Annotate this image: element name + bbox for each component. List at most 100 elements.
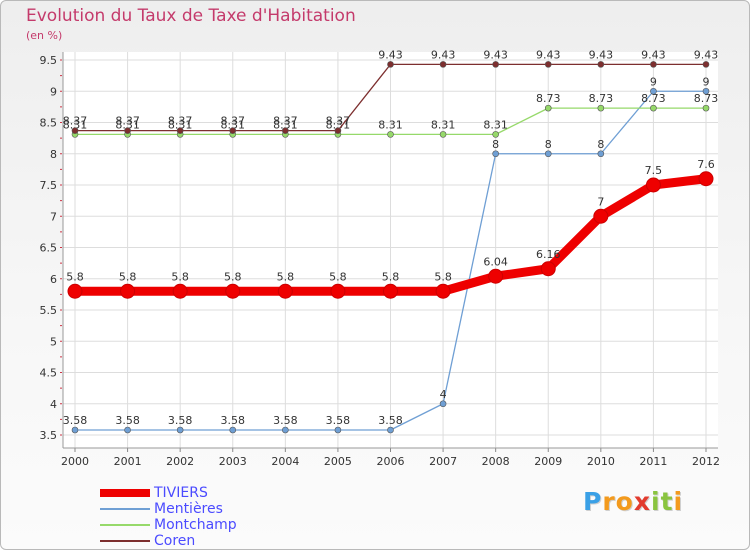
- data-point: [71, 127, 79, 134]
- y-tick-label: 6: [50, 273, 57, 286]
- x-tick-label: 2007: [429, 455, 457, 468]
- data-point: [492, 150, 499, 158]
- data-point: [225, 283, 241, 299]
- data-point: [124, 127, 131, 134]
- data-label: 9: [650, 75, 657, 88]
- data-label: 8.31: [378, 118, 403, 131]
- legend-swatch-coren: [100, 540, 150, 542]
- data-point: [439, 131, 447, 138]
- data-label: 4: [440, 388, 447, 401]
- data-label: 3.58: [326, 414, 351, 427]
- y-tick-label: 9.5: [40, 54, 58, 67]
- data-point: [435, 283, 451, 299]
- data-label: 8.37: [273, 115, 298, 128]
- x-tick-label: 2012: [692, 455, 720, 468]
- data-label: 9.43: [378, 48, 403, 61]
- x-tick-label: 2000: [61, 455, 89, 468]
- data-point: [387, 61, 394, 68]
- data-label: 7: [597, 195, 604, 208]
- data-point: [645, 177, 661, 193]
- legend-swatch-montchamp: [100, 524, 150, 526]
- data-label: 3.58: [273, 414, 298, 427]
- x-tick-label: 2003: [219, 455, 247, 468]
- data-point: [439, 400, 447, 408]
- x-tick-label: 2001: [114, 455, 142, 468]
- data-label: 8.37: [115, 115, 140, 128]
- data-label: 8.73: [694, 92, 719, 105]
- data-label: 8: [492, 138, 499, 151]
- data-label: 7.6: [697, 158, 715, 171]
- data-label: 7.5: [645, 164, 663, 177]
- data-point: [334, 426, 342, 434]
- data-label: 5.8: [382, 270, 400, 283]
- data-label: 8.73: [641, 92, 666, 105]
- data-point: [176, 426, 184, 434]
- data-label: 8.31: [431, 118, 456, 131]
- data-point: [172, 283, 188, 299]
- x-tick-label: 2002: [166, 455, 194, 468]
- logo-letter: x: [633, 487, 651, 516]
- data-point: [597, 104, 605, 112]
- data-label: 8.73: [589, 92, 614, 105]
- x-tick-label: 2006: [377, 455, 405, 468]
- data-label: 9.43: [641, 48, 666, 61]
- data-label: 8.37: [221, 115, 246, 128]
- data-label: 9: [703, 75, 710, 88]
- legend-swatch-mentieres: [100, 508, 150, 510]
- data-point: [544, 104, 552, 112]
- data-point: [330, 283, 346, 299]
- data-label: 5.8: [434, 270, 452, 283]
- y-tick-label: 7.5: [40, 179, 58, 192]
- data-point: [492, 61, 499, 68]
- data-point: [387, 131, 394, 138]
- data-point: [229, 426, 237, 434]
- y-tick-label: 8.5: [40, 117, 58, 130]
- data-label: 9.43: [431, 48, 456, 61]
- data-point: [282, 127, 289, 134]
- y-axis-unit-label: (en %): [26, 29, 63, 42]
- data-label: 8.31: [115, 118, 140, 131]
- y-tick-label: 5: [50, 335, 57, 348]
- chart-title: Evolution du Taux de Taxe d'Habitation: [26, 6, 356, 26]
- data-label: 8.73: [536, 92, 561, 105]
- data-point: [492, 131, 499, 138]
- data-label: 8.37: [168, 115, 193, 128]
- data-point: [544, 61, 552, 68]
- data-point: [67, 283, 83, 299]
- x-tick-label: 2010: [587, 455, 615, 468]
- y-tick-label: 3.5: [40, 429, 58, 442]
- data-label: 9.43: [483, 48, 508, 61]
- data-point: [387, 426, 394, 434]
- data-point: [597, 150, 605, 158]
- data-point: [282, 426, 289, 434]
- data-point: [124, 426, 131, 434]
- x-tick-label: 2008: [482, 455, 510, 468]
- data-label: 8.31: [326, 118, 351, 131]
- data-point: [702, 87, 710, 95]
- data-point: [176, 127, 184, 134]
- logo-letter: i: [673, 487, 684, 516]
- x-tick-label: 2009: [534, 455, 562, 468]
- data-point: [597, 61, 605, 68]
- x-tick-label: 2011: [639, 455, 667, 468]
- legend-label-coren: Coren: [154, 533, 196, 549]
- data-label: 5.8: [171, 270, 189, 283]
- data-label: 3.58: [378, 414, 403, 427]
- data-label: 3.58: [115, 414, 140, 427]
- data-label: 5.8: [277, 270, 295, 283]
- data-label: 8.37: [63, 115, 88, 128]
- data-label: 3.58: [63, 414, 88, 427]
- data-point: [439, 61, 447, 68]
- data-label: 8.31: [221, 118, 246, 131]
- data-label: 5.8: [329, 270, 347, 283]
- data-point: [120, 283, 136, 299]
- logo-letter: i: [651, 487, 661, 516]
- y-tick-label: 5.5: [40, 304, 58, 317]
- data-point: [698, 171, 714, 187]
- y-tick-label: 7: [50, 210, 57, 223]
- y-tick-label: 4.5: [40, 367, 58, 380]
- data-point: [488, 268, 504, 284]
- data-label: 8: [545, 138, 552, 151]
- y-tick-label: 6.5: [40, 242, 58, 255]
